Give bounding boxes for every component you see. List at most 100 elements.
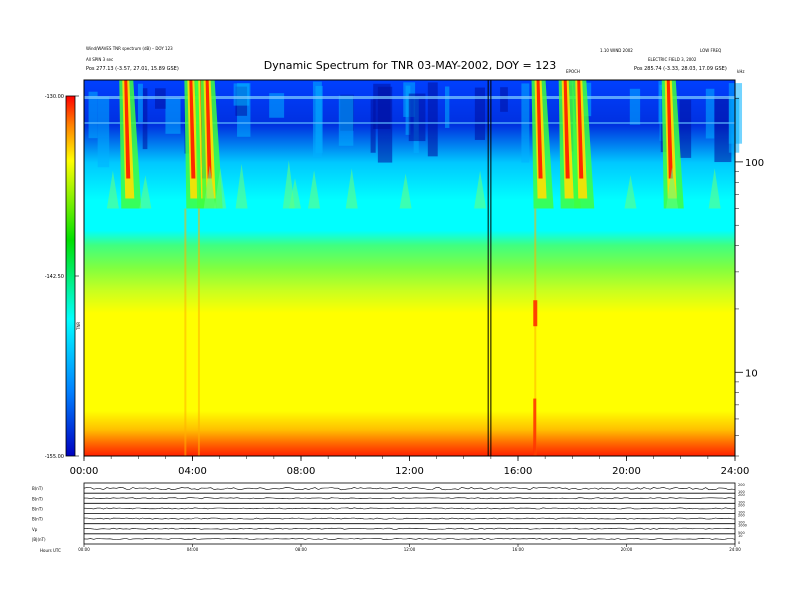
- upper-band-striation: [445, 86, 450, 128]
- upper-band-striation: [408, 93, 426, 142]
- spectrogram-features: [84, 80, 743, 456]
- y-tick-label: 100: [745, 158, 764, 169]
- header-right-line1: 1.10 WIND 2002: [600, 48, 633, 53]
- low-burst-patch: [399, 173, 412, 209]
- upper-band-striation: [269, 93, 285, 118]
- lower-x-tick-label: 04:00: [187, 547, 199, 552]
- low-burst-patch: [308, 170, 321, 209]
- y-axis-ticks: 100 10: [735, 98, 764, 457]
- x-tick-label: 08:00: [287, 466, 316, 477]
- lower-data-trace: [83, 517, 736, 520]
- lower-right-tick: 500: [738, 531, 745, 535]
- low-burst-patch: [474, 170, 487, 209]
- lower-right-tick: 100: [738, 511, 745, 515]
- y-tick-label: 10: [745, 368, 758, 379]
- upper-band-striation: [165, 97, 181, 134]
- y-unit-label: kHz: [737, 69, 744, 74]
- header-right-line2: ELECTRIC FIELD 3, 2002: [648, 57, 697, 62]
- radio-burst: [119, 80, 142, 209]
- lower-x-tick-label: 12:00: [404, 547, 416, 552]
- x-tick-label: 00:00: [70, 466, 99, 477]
- upper-band-striation: [88, 91, 98, 139]
- burst-peak: [205, 80, 212, 179]
- upper-band-striation: [427, 82, 438, 157]
- lower-row-label: |B|(nT): [32, 537, 46, 542]
- upper-band-striation: [370, 99, 376, 153]
- vertical-streak: [184, 208, 187, 456]
- colorbar-ticks: -130.00 -142.50 -155.00: [45, 94, 79, 460]
- vertical-streak: [534, 208, 537, 456]
- low-burst-patch: [345, 168, 358, 209]
- upper-band-striation: [405, 85, 411, 135]
- upper-band-striation: [137, 83, 143, 122]
- burst-peak: [563, 80, 570, 179]
- header-right-line1b: LOW FREQ: [700, 48, 721, 53]
- lower-row-label: B(nT): [32, 486, 43, 491]
- colorbar-tick-label: -142.50: [45, 274, 64, 280]
- low-burst-patch: [624, 174, 637, 209]
- header-left-line2: All SPIN 3 sec: [86, 57, 113, 62]
- upper-band-line: [84, 96, 735, 99]
- radio-burst: [572, 80, 595, 209]
- low-burst-patch: [708, 168, 721, 209]
- chart-title: Dynamic Spectrum for TNR 03-MAY-2002, DO…: [264, 59, 556, 72]
- lower-right-tick: 200: [738, 483, 745, 487]
- lower-data-trace: [83, 486, 736, 491]
- lower-right-tick: 200: [738, 503, 745, 507]
- upper-band-striation: [679, 99, 692, 158]
- x-tick-label: 04:00: [178, 466, 207, 477]
- lower-right-tick: 10: [738, 534, 742, 538]
- burst-peak: [577, 80, 584, 179]
- upper-band-striation: [142, 88, 148, 150]
- lower-data-trace: [83, 527, 736, 530]
- vertical-streak: [197, 208, 200, 456]
- header-left-line1: Wind/WAVES TNR spectrum (dB) – DOY 123: [86, 46, 173, 51]
- x-tick-label: 12:00: [395, 466, 424, 477]
- header-right-line3: Pos 285.74 (-3.33, 28.03, 17.09 GSE): [634, 66, 727, 72]
- lower-right-tick: 0: [738, 541, 740, 545]
- upper-band-line: [84, 122, 735, 124]
- lower-row-label: B(nT): [32, 496, 43, 501]
- low-burst-patch: [106, 170, 119, 209]
- lower-right-tick: 100: [738, 521, 745, 525]
- band-edge: [84, 208, 735, 211]
- upper-band-striation: [500, 87, 508, 112]
- lower-x-tick-label: 08:00: [295, 547, 307, 552]
- low-burst-patch: [666, 167, 679, 209]
- radio-burst: [200, 80, 223, 209]
- spectrogram-plot: [83, 79, 743, 457]
- upper-band-striation: [705, 88, 715, 139]
- low-burst-patch: [235, 163, 248, 209]
- colorbar: [65, 95, 76, 457]
- x-axis-ticks: 00:00 04:00 08:00 12:00 16:00 20:00 24:00: [70, 456, 750, 477]
- lower-right-tick: 100: [738, 500, 745, 504]
- lower-x-tick-label: 00:00: [78, 547, 90, 552]
- x-tick-label: 16:00: [504, 466, 533, 477]
- radio-burst: [531, 80, 554, 209]
- lower-row-label: B(nT): [32, 506, 43, 511]
- colorbar-tick-label: -130.00: [45, 94, 64, 100]
- lower-data-trace: [83, 507, 736, 510]
- x-tick-label: 24:00: [721, 466, 750, 477]
- header-mid-small: EPOCH: [566, 69, 580, 74]
- burst-peak: [536, 80, 543, 179]
- lower-row-label: Vp: [32, 527, 38, 532]
- colorbar-label: TNR: [76, 322, 81, 331]
- lower-data-trace: [83, 537, 736, 540]
- upper-band-striation: [377, 86, 393, 163]
- lower-x-tick-label: 24:00: [729, 547, 741, 552]
- x-tick-label: 20:00: [612, 466, 641, 477]
- lower-x-tick-label: 16:00: [512, 547, 524, 552]
- lower-right-tick: 200: [738, 493, 745, 497]
- time-markers: [487, 80, 492, 456]
- vertical-streak-core: [533, 300, 538, 327]
- low-burst-patch: [203, 165, 216, 209]
- lower-x-tick-label: 20:00: [621, 547, 633, 552]
- burst-peak: [124, 80, 131, 179]
- low-burst-patch: [282, 160, 295, 209]
- lower-data-trace: [84, 497, 736, 500]
- upper-band-striation: [233, 83, 250, 106]
- lower-row-label: B(nT): [32, 517, 43, 522]
- upper-band-striation: [338, 95, 354, 146]
